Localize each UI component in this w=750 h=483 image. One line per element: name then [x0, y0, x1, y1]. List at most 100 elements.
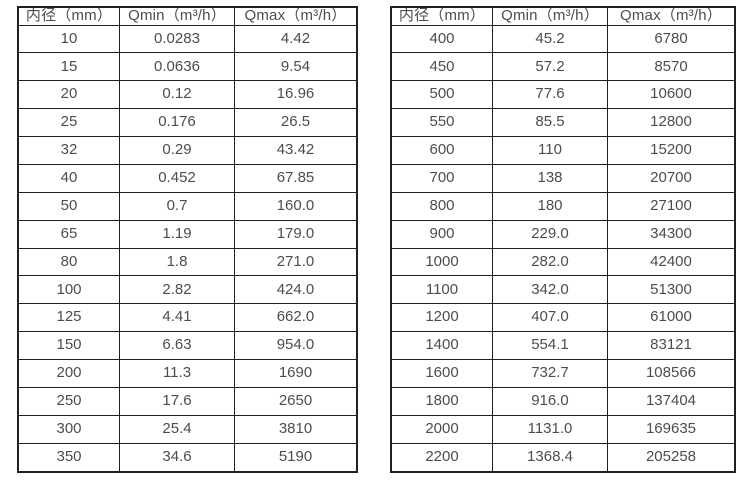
cell-diameter: 450: [390, 52, 493, 82]
cell-qmax: 137404: [607, 386, 736, 416]
col-header-diameter: 内径（mm）: [17, 6, 120, 26]
cell-qmin: 4.41: [119, 303, 235, 333]
cell-qmax: 15200: [607, 136, 736, 165]
cell-qmin: 1.8: [119, 247, 235, 277]
cell-qmin: 34.6: [119, 442, 235, 473]
cell-qmin: 732.7: [492, 359, 608, 388]
cell-qmax: 8570: [607, 52, 736, 82]
table-row: 10 0.0283 4.42: [17, 24, 358, 54]
cell-diameter: 15: [17, 52, 120, 82]
cell-qmin: 0.12: [119, 80, 235, 110]
table-row: 1800 916.0 137404: [390, 386, 736, 416]
cell-qmin: 180: [492, 191, 608, 221]
col-header-qmax: Qmax（m³/h）: [607, 6, 736, 26]
cell-qmin: 138: [492, 163, 608, 193]
table-row: 800 180 27100: [390, 191, 736, 221]
table-row: 15 0.0636 9.54: [17, 52, 358, 82]
cell-qmin: 2.82: [119, 275, 235, 305]
cell-qmax: 5190: [234, 442, 358, 473]
table-row: 700 138 20700: [390, 163, 736, 193]
cell-qmin: 229.0: [492, 219, 608, 249]
col-header-qmax: Qmax（m³/h）: [234, 6, 358, 26]
cell-qmin: 554.1: [492, 331, 608, 360]
cell-qmin: 57.2: [492, 52, 608, 82]
cell-qmin: 77.6: [492, 80, 608, 110]
cell-qmin: 916.0: [492, 386, 608, 416]
cell-diameter: 1400: [390, 331, 493, 360]
cell-qmin: 6.63: [119, 331, 235, 360]
cell-diameter: 1100: [390, 275, 493, 305]
table-row: 600 110 15200: [390, 136, 736, 165]
table-row: 900 229.0 34300: [390, 219, 736, 249]
cell-qmin: 282.0: [492, 247, 608, 277]
cell-diameter: 400: [390, 24, 493, 54]
cell-qmax: 16.96: [234, 80, 358, 110]
table-row: 50 0.7 160.0: [17, 191, 358, 221]
table-row: 1200 407.0 61000: [390, 303, 736, 333]
cell-qmin: 0.176: [119, 108, 235, 137]
table-row: 350 34.6 5190: [17, 442, 358, 473]
cell-diameter: 250: [17, 386, 120, 416]
flow-rate-table-large-diameters: 内径（mm） Qmin（m³/h） Qmax（m³/h） 400 45.2 6780 450…: [390, 6, 736, 473]
cell-diameter: 1200: [390, 303, 493, 333]
cell-qmin: 85.5: [492, 108, 608, 137]
cell-diameter: 20: [17, 80, 120, 110]
cell-diameter: 800: [390, 191, 493, 221]
table-row: 150 6.63 954.0: [17, 331, 358, 360]
table-row: 300 25.4 3810: [17, 414, 358, 444]
cell-diameter: 150: [17, 331, 120, 360]
cell-qmax: 205258: [607, 442, 736, 473]
cell-qmin: 17.6: [119, 386, 235, 416]
cell-diameter: 550: [390, 108, 493, 137]
header-row: 内径（mm） Qmin（m³/h） Qmax（m³/h）: [390, 6, 736, 26]
cell-qmin: 1.19: [119, 219, 235, 249]
cell-diameter: 80: [17, 247, 120, 277]
header-row: 内径（mm） Qmin（m³/h） Qmax（m³/h）: [17, 6, 358, 26]
cell-qmax: 67.85: [234, 163, 358, 193]
cell-qmax: 169635: [607, 414, 736, 444]
cell-qmin: 0.0283: [119, 24, 235, 54]
cell-qmax: 61000: [607, 303, 736, 333]
cell-qmax: 954.0: [234, 331, 358, 360]
cell-diameter: 350: [17, 442, 120, 473]
cell-qmin: 0.452: [119, 163, 235, 193]
table-row: 550 85.5 12800: [390, 108, 736, 137]
cell-qmax: 10600: [607, 80, 736, 110]
cell-qmin: 45.2: [492, 24, 608, 54]
cell-qmax: 26.5: [234, 108, 358, 137]
cell-qmin: 407.0: [492, 303, 608, 333]
table-row: 25 0.176 26.5: [17, 108, 358, 137]
cell-qmin: 0.0636: [119, 52, 235, 82]
cell-qmax: 424.0: [234, 275, 358, 305]
cell-diameter: 40: [17, 163, 120, 193]
cell-qmin: 110: [492, 136, 608, 165]
table-row: 100 2.82 424.0: [17, 275, 358, 305]
cell-qmax: 271.0: [234, 247, 358, 277]
cell-qmax: 662.0: [234, 303, 358, 333]
table-row: 1600 732.7 108566: [390, 359, 736, 388]
cell-qmin: 0.29: [119, 136, 235, 165]
cell-diameter: 32: [17, 136, 120, 165]
cell-diameter: 2000: [390, 414, 493, 444]
table-row: 450 57.2 8570: [390, 52, 736, 82]
table-row: 400 45.2 6780: [390, 24, 736, 54]
cell-qmax: 1690: [234, 359, 358, 388]
cell-diameter: 300: [17, 414, 120, 444]
table-row: 2000 1131.0 169635: [390, 414, 736, 444]
cell-qmax: 4.42: [234, 24, 358, 54]
table-row: 250 17.6 2650: [17, 386, 358, 416]
cell-qmax: 83121: [607, 331, 736, 360]
cell-qmax: 43.42: [234, 136, 358, 165]
cell-qmin: 0.7: [119, 191, 235, 221]
cell-diameter: 125: [17, 303, 120, 333]
cell-qmax: 108566: [607, 359, 736, 388]
cell-qmax: 9.54: [234, 52, 358, 82]
cell-qmax: 179.0: [234, 219, 358, 249]
table-row: 200 11.3 1690: [17, 359, 358, 388]
cell-diameter: 100: [17, 275, 120, 305]
cell-qmax: 12800: [607, 108, 736, 137]
cell-diameter: 1800: [390, 386, 493, 416]
table-row: 20 0.12 16.96: [17, 80, 358, 110]
cell-diameter: 65: [17, 219, 120, 249]
cell-diameter: 500: [390, 80, 493, 110]
